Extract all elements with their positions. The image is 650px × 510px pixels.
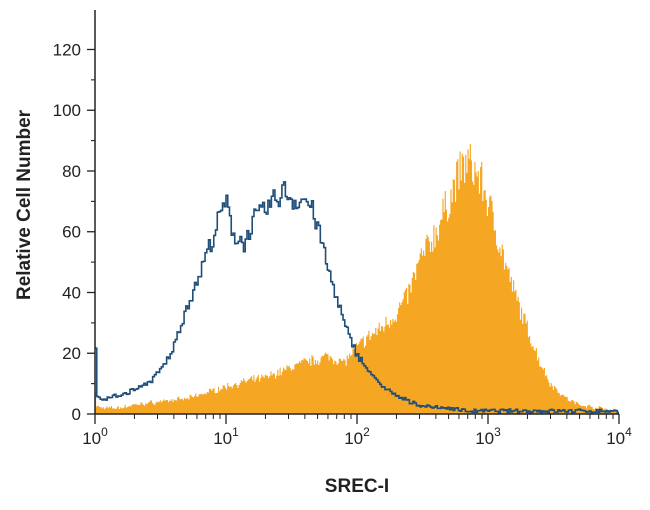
y-tick-label: 40	[62, 283, 81, 302]
filled-histogram	[95, 143, 619, 414]
y-tick-label: 20	[62, 344, 81, 363]
x-axis-title: SREC-I	[325, 476, 389, 497]
x-tick-label: 101	[213, 425, 239, 448]
x-tick-label: 102	[344, 425, 370, 448]
x-tick-label: 103	[475, 425, 501, 448]
x-tick-label: 104	[606, 425, 632, 448]
y-tick-label: 120	[53, 40, 81, 59]
ticks-layer: 0 20 40 60 80 100 120 100 101 102 103 104	[53, 40, 632, 448]
series-layer	[95, 143, 619, 414]
x-tick-label: 100	[82, 425, 108, 448]
outline-histogram	[95, 181, 619, 414]
y-axis-title: Relative Cell Number	[14, 109, 35, 300]
y-tick-label: 60	[62, 223, 81, 242]
y-tick-label: 0	[72, 405, 81, 424]
y-tick-label: 100	[53, 101, 81, 120]
y-tick-label: 80	[62, 162, 81, 181]
